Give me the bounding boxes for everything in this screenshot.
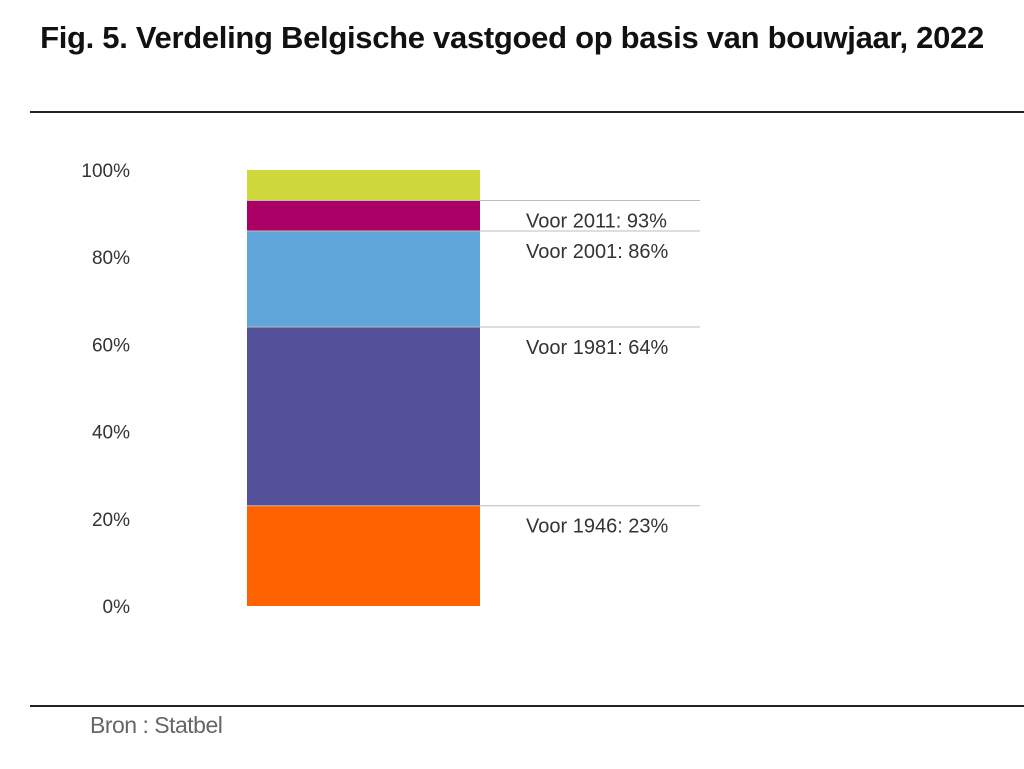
y-tick-label: 80% bbox=[92, 248, 130, 269]
bar-segment-5 bbox=[247, 170, 480, 201]
annotation-label: Voor 2011: 93% bbox=[526, 211, 667, 233]
bar-segment-2 bbox=[247, 327, 480, 506]
bar-segment-4 bbox=[247, 201, 480, 232]
y-tick-label: 40% bbox=[92, 423, 130, 444]
y-tick-label: 0% bbox=[103, 597, 131, 618]
bar-segments bbox=[247, 170, 480, 606]
y-tick-label: 60% bbox=[92, 335, 130, 356]
annotation-label: Voor 1981: 64% bbox=[526, 337, 669, 359]
bar-segment-3 bbox=[247, 231, 480, 327]
source-note: Bron : Statbel bbox=[90, 712, 222, 739]
bar-segment-1 bbox=[247, 506, 480, 606]
y-tick-label: 100% bbox=[81, 161, 130, 182]
annotation-label: Voor 2001: 86% bbox=[526, 241, 669, 263]
annotation-label: Voor 1946: 23% bbox=[526, 516, 669, 538]
y-axis-ticks: 0% 20% 40% 60% 80% 100% bbox=[81, 161, 130, 618]
y-tick-label: 20% bbox=[92, 510, 130, 531]
bottom-divider bbox=[30, 705, 1024, 707]
